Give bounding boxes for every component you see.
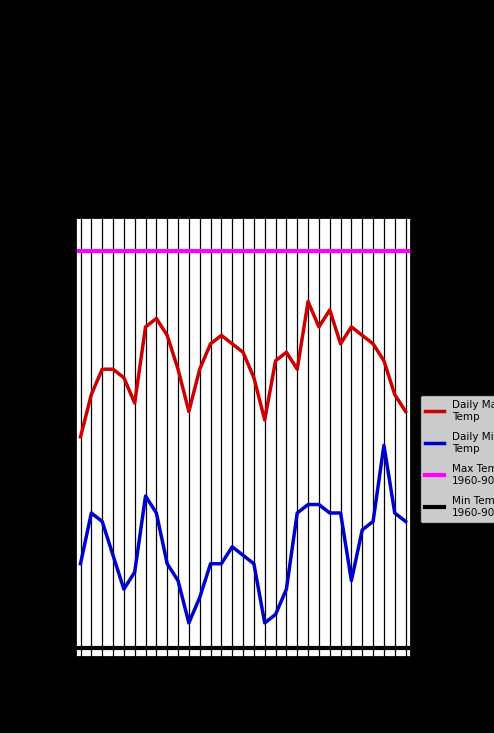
- Legend: Daily Max
Temp, Daily Min
Temp, Max Temp
1960-90, Min Temp
1960-90: Daily Max Temp, Daily Min Temp, Max Temp…: [419, 395, 494, 523]
